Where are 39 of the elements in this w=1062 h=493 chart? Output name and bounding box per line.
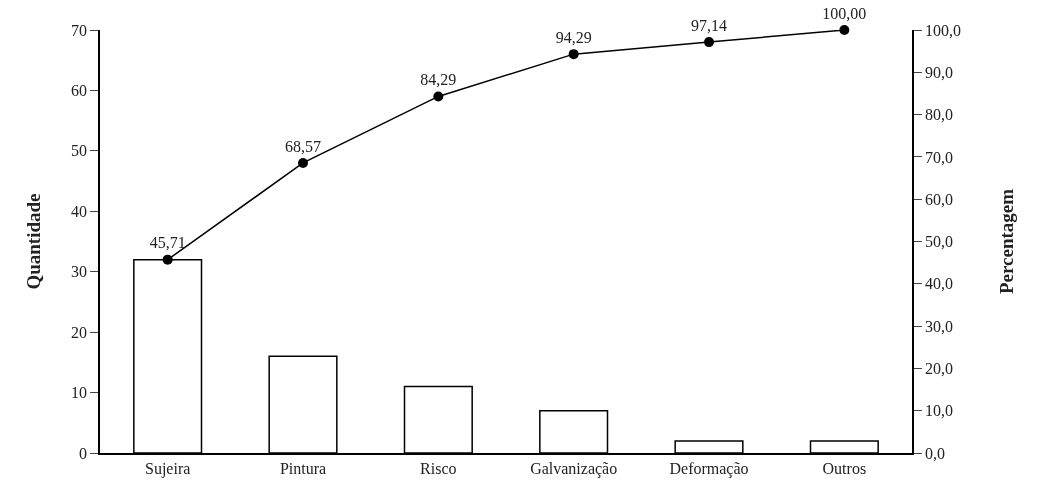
x-tick-label: Pintura <box>279 459 327 477</box>
y-tick-label: 40 <box>71 202 88 220</box>
data-label: 84,29 <box>420 71 457 89</box>
point <box>298 157 308 168</box>
point <box>568 49 579 60</box>
data-label: 97,14 <box>691 16 727 34</box>
y2-tick-label: 90,0 <box>924 63 953 81</box>
y-tick-label: 10 <box>71 384 88 402</box>
y-tick-label: 0 <box>79 444 88 462</box>
data-label: 100,00 <box>822 4 867 22</box>
y2-tick-label: 100,0 <box>924 21 961 39</box>
y2-tick-label: 70,0 <box>924 148 953 166</box>
y-tick-label: 50 <box>71 142 88 160</box>
x-tick-label: Risco <box>420 459 457 477</box>
y-axis-title: Quantidade <box>23 193 45 290</box>
y-tick-label: 30 <box>71 263 88 281</box>
x-tick-label: Deformação <box>669 459 749 478</box>
point <box>162 254 173 265</box>
data-label: 68,57 <box>285 137 321 155</box>
y-tick-label: 70 <box>71 21 88 39</box>
data-label: 94,29 <box>555 28 592 46</box>
point <box>704 37 714 48</box>
y2-tick-label: 20,0 <box>924 360 953 377</box>
point <box>839 25 850 35</box>
y2-tick-label: 80,0 <box>924 106 953 124</box>
y2-tick-label: 0,0 <box>924 444 945 462</box>
point <box>433 91 444 102</box>
y2-tick-label: 40,0 <box>924 275 953 293</box>
x-tick-label: Galvanização <box>530 459 618 478</box>
y-tick-label: 60 <box>71 82 88 100</box>
x-tick-label: Sujeira <box>145 459 191 478</box>
y2-tick-label: 60,0 <box>924 190 953 208</box>
x-tick-label: Outros <box>822 459 867 477</box>
y2-tick-label: 50,0 <box>924 233 953 251</box>
y2-axis-title: Percentagem <box>996 188 1018 295</box>
y2-tick-label: 10,0 <box>924 402 953 420</box>
y2-tick-label: 30,0 <box>924 317 953 335</box>
data-label: 45,71 <box>149 234 186 252</box>
y-tick-label: 20 <box>71 323 88 341</box>
